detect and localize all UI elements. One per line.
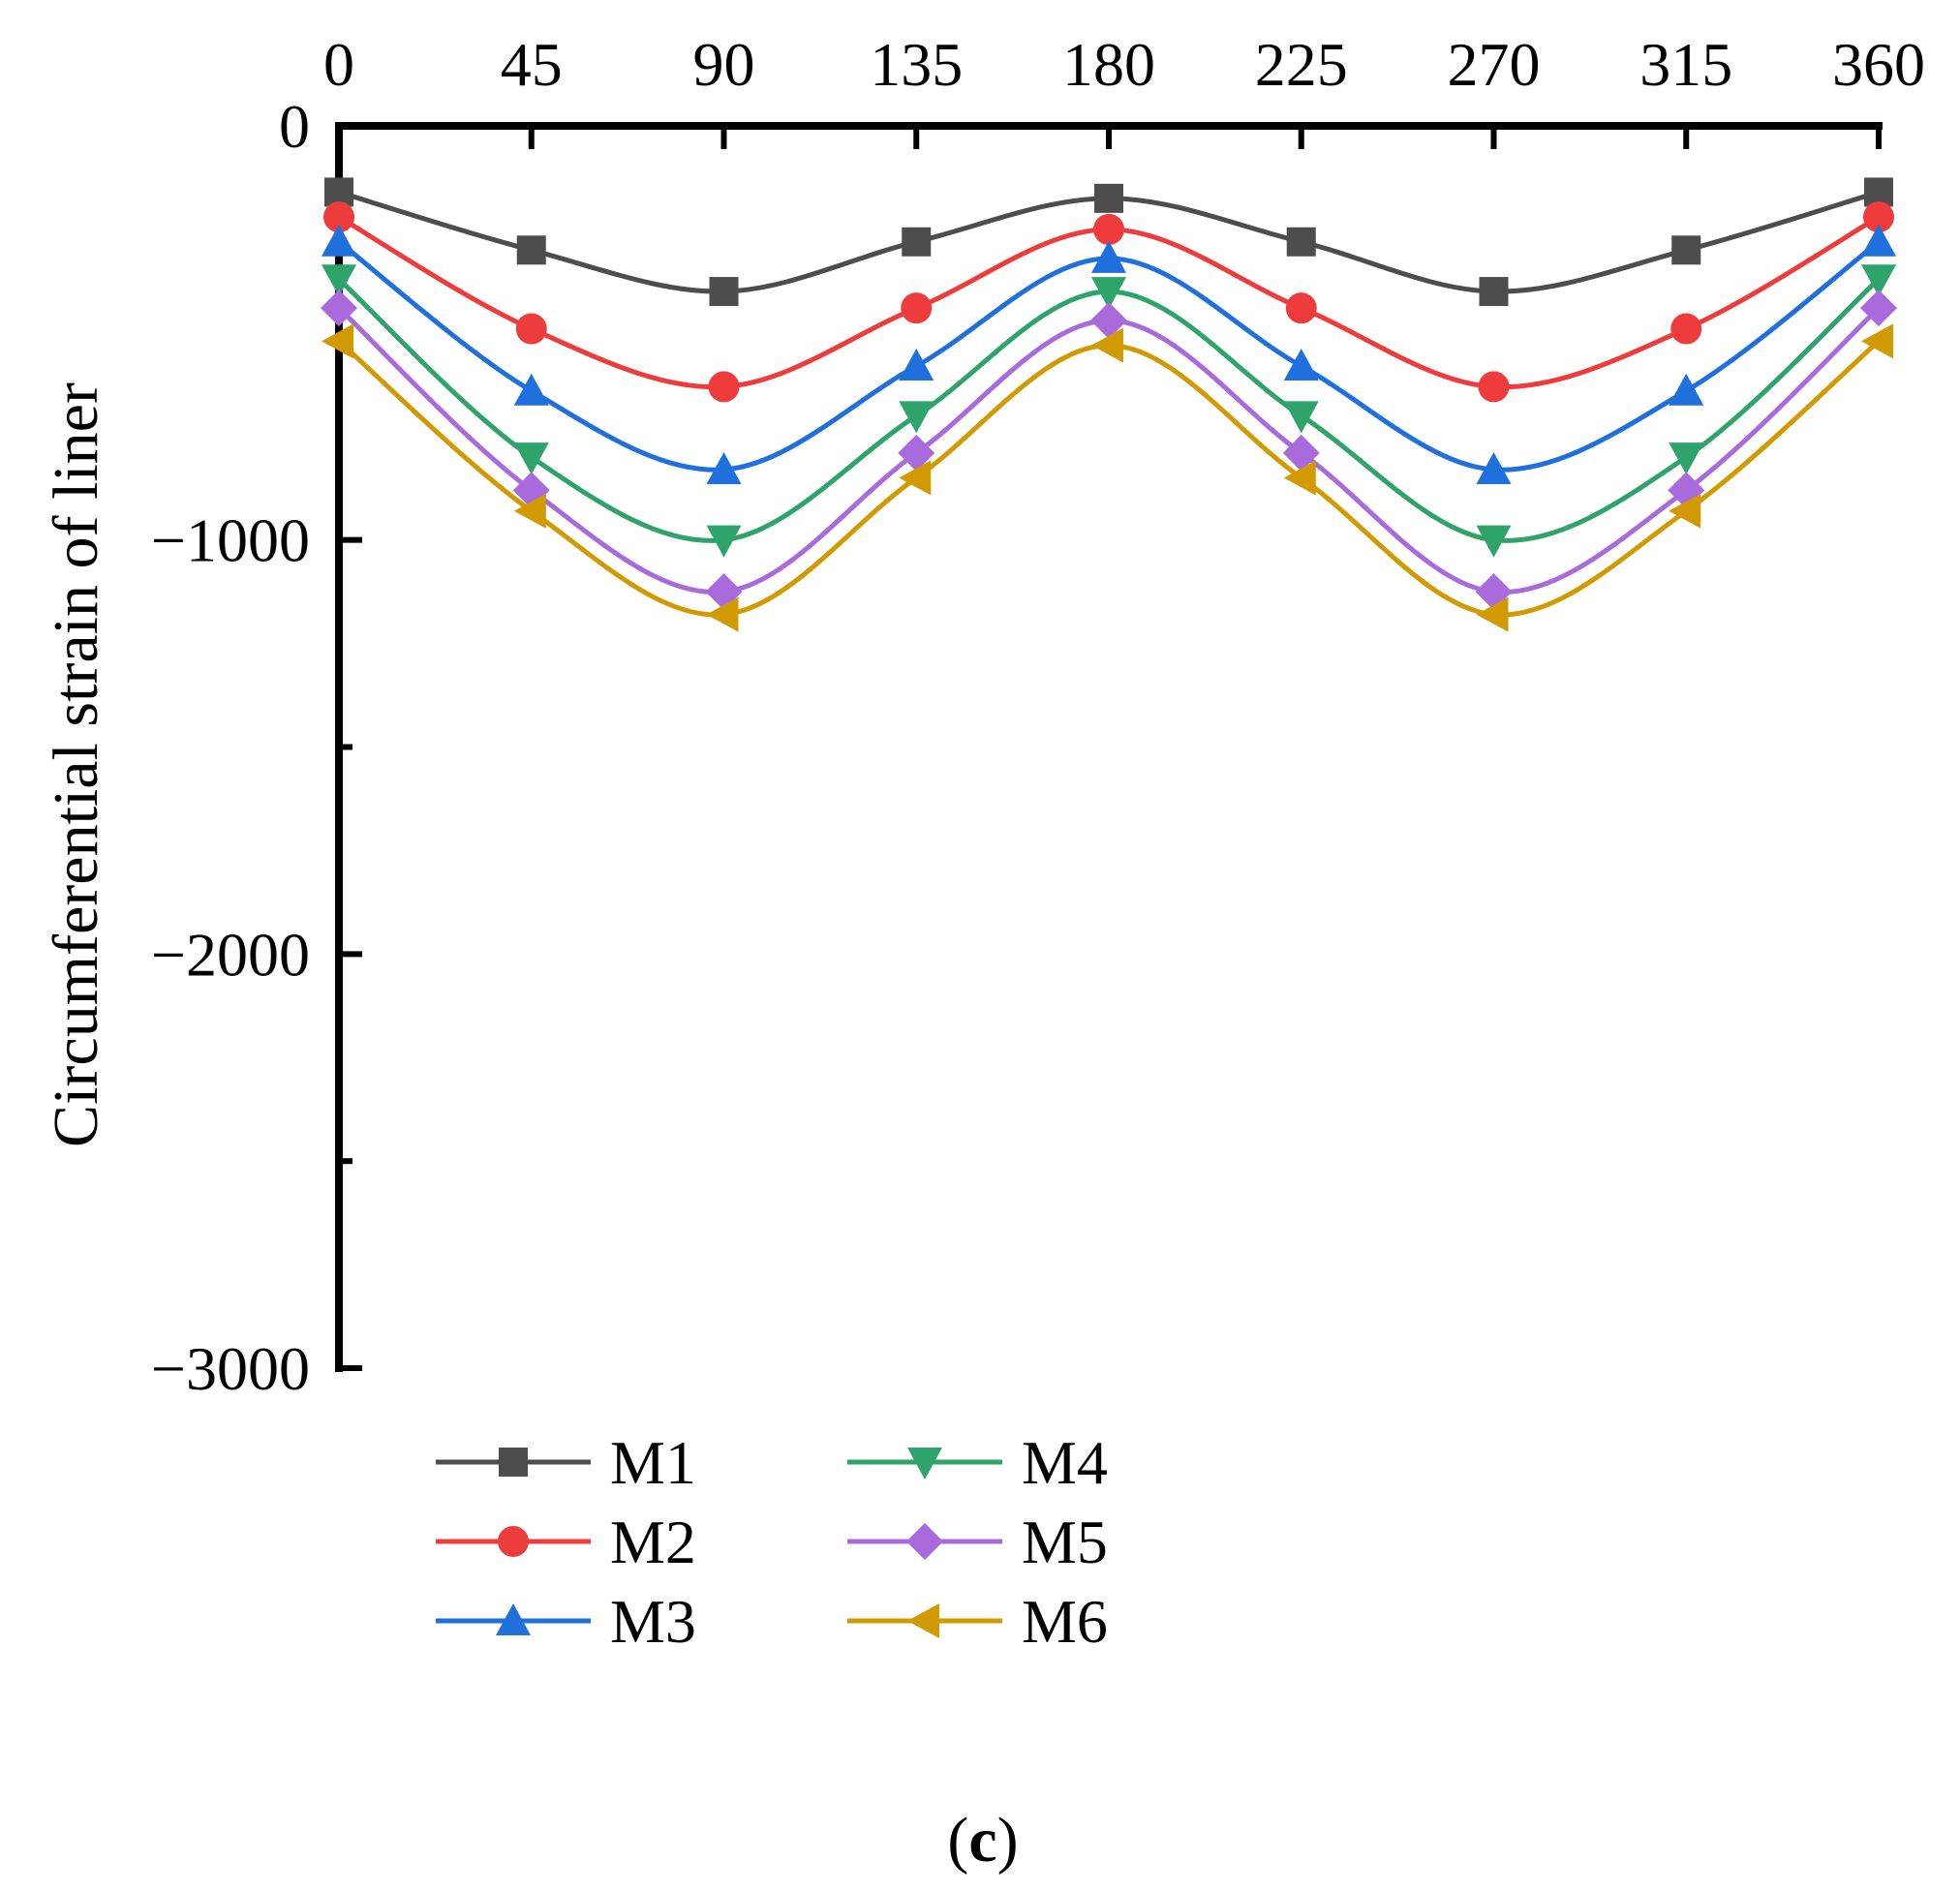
data-point <box>1091 327 1123 363</box>
x-tick-label: 0 <box>323 30 354 99</box>
data-point <box>1476 525 1512 558</box>
data-point <box>1283 349 1319 381</box>
legend-item-m6: M6 <box>847 1587 1108 1656</box>
data-point <box>1476 596 1509 632</box>
legend-swatch-marker <box>499 1448 528 1477</box>
data-point <box>898 434 935 472</box>
legend-item-m1: M1 <box>436 1428 696 1497</box>
x-tick-label: 90 <box>693 30 755 99</box>
data-point <box>1285 292 1317 324</box>
data-point <box>321 290 357 327</box>
data-point <box>1861 264 1896 297</box>
data-point <box>1093 213 1124 245</box>
data-point <box>1669 442 1704 475</box>
data-point <box>1861 224 1896 257</box>
legend-item-m2: M2 <box>436 1508 696 1576</box>
series-line <box>337 339 1881 618</box>
series-m3 <box>322 224 1896 484</box>
panel-label-open: ( <box>947 1805 968 1876</box>
legend: M1 M2 M3 M4 M5 M6 <box>436 1428 1108 1656</box>
panel-label-close: ) <box>997 1805 1019 1876</box>
data-point <box>1091 277 1126 310</box>
data-point <box>322 264 356 297</box>
y-tick-label: −1000 <box>151 506 310 575</box>
data-point <box>1479 277 1509 307</box>
series-m5 <box>321 290 1897 611</box>
legend-label: M2 <box>610 1508 696 1576</box>
data-point <box>513 442 549 475</box>
data-point <box>513 493 546 529</box>
series-m1 <box>324 177 1893 307</box>
x-tick-label: 225 <box>1255 30 1348 99</box>
data-point <box>709 277 739 307</box>
legend-swatch-marker <box>498 1526 529 1557</box>
data-point <box>706 596 739 632</box>
data-point <box>1861 323 1893 359</box>
data-point <box>1091 240 1126 273</box>
data-point <box>902 227 932 257</box>
legend-label: M3 <box>610 1587 696 1656</box>
legend-swatch-marker <box>906 1523 943 1560</box>
data-point <box>899 349 934 381</box>
data-point <box>513 373 549 406</box>
y-tick-label: 0 <box>279 92 310 161</box>
data-point <box>1094 183 1123 213</box>
legend-label: M4 <box>1022 1428 1108 1497</box>
data-point <box>322 224 356 257</box>
data-point <box>322 323 353 359</box>
legend-swatch-marker <box>907 1448 942 1479</box>
series-m6 <box>322 323 1893 632</box>
series-group <box>321 177 1897 632</box>
x-tick-label: 180 <box>1062 30 1155 99</box>
data-point <box>706 451 742 484</box>
legend-item-m3: M3 <box>436 1587 696 1656</box>
x-tick-label: 270 <box>1448 30 1541 99</box>
axes: 0 45 90 135 180 225 270 315 360 0 −1000 −2000 −3000 <box>151 30 1925 1403</box>
data-point <box>515 313 547 345</box>
y-tick-label: −2000 <box>151 920 310 989</box>
data-point <box>708 371 740 403</box>
data-point <box>1669 493 1701 529</box>
series-m2 <box>323 201 1894 403</box>
data-point <box>899 460 932 496</box>
legend-item-m5: M5 <box>847 1508 1108 1576</box>
legend-label: M6 <box>1022 1587 1108 1656</box>
y-tick-label: −3000 <box>151 1334 310 1403</box>
legend-label: M1 <box>610 1428 696 1497</box>
y-axis-title: Circumferential strain of liner <box>41 382 111 1147</box>
legend-item-m4: M4 <box>847 1428 1108 1497</box>
data-point <box>1671 235 1701 265</box>
x-tick-label: 315 <box>1639 30 1732 99</box>
data-point <box>1669 373 1704 406</box>
series-line <box>337 239 1881 473</box>
panel-label: (c) <box>947 1805 1018 1876</box>
data-point <box>1863 201 1894 233</box>
data-point <box>1478 371 1510 403</box>
data-point <box>1090 302 1127 340</box>
legend-label: M5 <box>1022 1508 1108 1576</box>
data-point <box>1670 313 1702 345</box>
data-point <box>1283 401 1319 434</box>
data-point <box>1286 227 1316 257</box>
data-point <box>899 401 934 434</box>
data-point <box>1476 451 1512 484</box>
x-tick-label: 135 <box>870 30 963 99</box>
legend-swatch-marker <box>496 1603 531 1635</box>
data-point <box>323 201 354 233</box>
legend-swatch-marker <box>907 1603 939 1638</box>
x-tick-label: 360 <box>1832 30 1925 99</box>
data-point <box>1860 290 1897 327</box>
data-point <box>706 525 742 558</box>
data-point <box>1282 434 1320 472</box>
panel-label-letter: c <box>968 1805 996 1876</box>
x-tick-label: 45 <box>501 30 563 99</box>
data-point <box>901 292 933 324</box>
data-point <box>1283 460 1316 496</box>
data-point <box>516 235 546 265</box>
series-m4 <box>322 264 1896 558</box>
